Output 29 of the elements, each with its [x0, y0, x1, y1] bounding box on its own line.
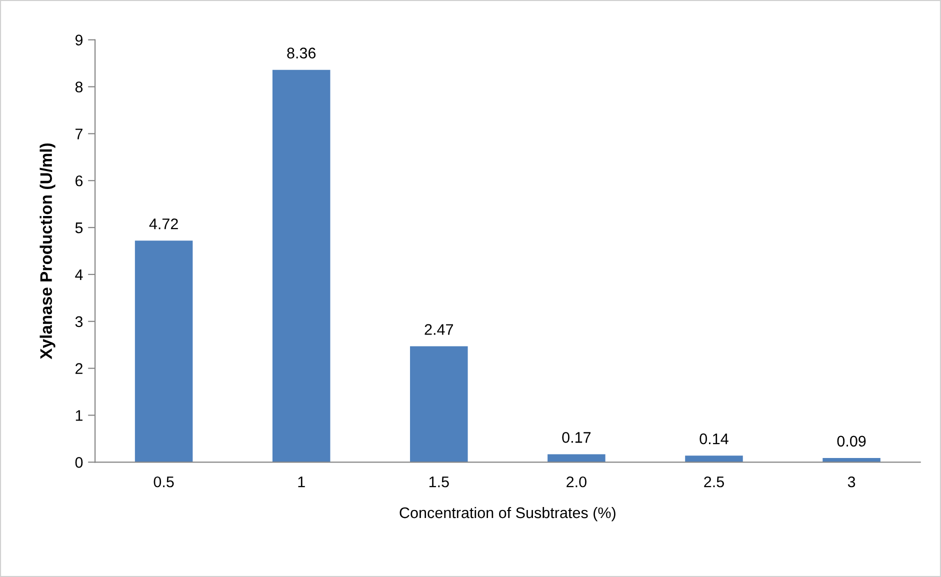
data-label: 8.36 [287, 48, 316, 58]
bar [134, 240, 193, 462]
data-label: 0.17 [562, 432, 591, 443]
x-tick-label: 1.5 [429, 476, 449, 488]
data-label: 4.72 [149, 218, 178, 230]
bar [272, 70, 330, 462]
y-tick-label: 3 [75, 316, 83, 328]
data-label: 2.47 [424, 324, 453, 335]
y-tick-label: 2 [76, 363, 82, 374]
data-label: 0.09 [837, 436, 866, 447]
x-axis-title: Concentration of Susbtrates (%) [400, 506, 616, 522]
y-tick-label: 1 [76, 410, 82, 421]
bar [685, 456, 743, 462]
y-tick-label: 4 [75, 269, 83, 280]
data-label: 0.14 [700, 433, 728, 444]
x-tick-label: 2.5 [704, 476, 724, 488]
x-tick-label: 2.0 [566, 476, 586, 488]
y-tick-label: 5 [75, 222, 83, 234]
x-tick-label: 0.5 [154, 476, 174, 488]
x-tick-label: 3 [848, 476, 856, 488]
y-tick-label: 0 [75, 457, 83, 468]
x-tick-label: 1 [298, 476, 305, 488]
y-axis-title: Xylanase Production (U/ml) [40, 143, 56, 360]
y-tick-label: 9 [75, 34, 83, 46]
y-tick-label: 7 [76, 128, 82, 140]
y-tick-label: 6 [76, 175, 83, 186]
y-tick-label: 8 [75, 82, 83, 92]
bar [548, 454, 606, 462]
bar [410, 346, 468, 462]
